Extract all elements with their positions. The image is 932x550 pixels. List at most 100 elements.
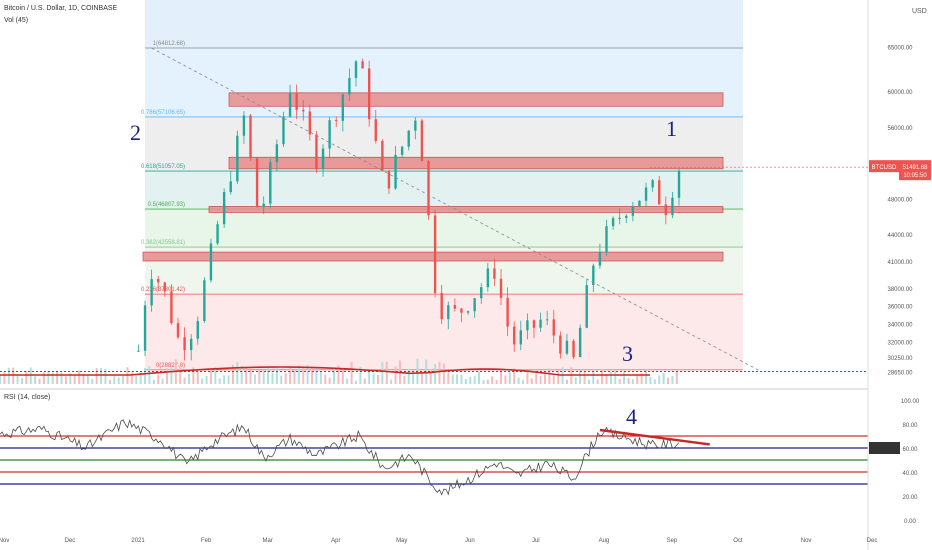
volume-bar	[508, 372, 511, 384]
candle-body	[196, 321, 199, 339]
volume-bar	[649, 376, 652, 384]
volume-bar	[346, 378, 349, 384]
volume-bar	[319, 371, 322, 384]
volume-bar	[95, 368, 98, 384]
volume-bar	[636, 374, 639, 384]
volume-bar	[434, 363, 437, 384]
candle-body	[433, 215, 437, 293]
volume-bar	[187, 373, 190, 384]
volume-bar	[350, 361, 353, 384]
candle-body	[559, 335, 562, 354]
fib-level-label: 0.236(37301.42)	[141, 287, 185, 293]
date-tick-label: Oct	[733, 538, 743, 544]
candle-body	[420, 120, 424, 162]
candle-body	[236, 135, 239, 182]
candle-body	[381, 140, 384, 171]
candle-body	[170, 291, 173, 324]
descending-trendline	[151, 47, 761, 372]
candle-body	[644, 187, 648, 201]
candle-body	[249, 115, 252, 159]
candle-body	[209, 243, 213, 281]
candle-body	[414, 120, 417, 131]
volume-bar	[478, 371, 481, 384]
candle-body	[203, 280, 206, 322]
volume-bar	[500, 369, 503, 384]
volume-bar	[627, 378, 630, 384]
rsi-value-badge	[869, 442, 900, 454]
volume-bar	[196, 372, 199, 384]
volume-bar	[592, 369, 595, 384]
volume-bar	[658, 375, 661, 384]
volume-bar	[631, 379, 634, 384]
volume-bar	[565, 379, 568, 384]
candle-body	[453, 305, 457, 309]
volume-bar	[231, 364, 234, 384]
candle-body	[222, 192, 226, 225]
volume-bar	[469, 377, 472, 384]
volume-bar	[675, 371, 678, 384]
date-tick-label: Sep	[667, 538, 678, 544]
volume-bar	[315, 367, 318, 384]
volume-bar	[601, 369, 604, 384]
candle-body	[473, 298, 476, 312]
volume-bar	[113, 376, 116, 384]
volume-bar	[548, 368, 551, 384]
volume-bar	[280, 375, 283, 384]
volume-bar	[249, 370, 252, 384]
price-tick-label: 48000.00	[887, 197, 913, 203]
candle-body	[176, 323, 180, 338]
volume-bar	[42, 372, 45, 384]
volume-bar	[363, 378, 366, 384]
volume-bar	[403, 376, 406, 384]
rsi-divergence-line	[599, 428, 710, 446]
volume-bar	[0, 374, 1, 384]
volume-bar	[574, 377, 577, 384]
candle-body	[275, 144, 279, 163]
volume-bar	[152, 379, 155, 384]
volume-bar	[302, 366, 305, 384]
candle-body	[585, 285, 588, 328]
volume-bar	[557, 370, 560, 384]
volume-bar	[108, 379, 111, 384]
rsi-line	[0, 418, 680, 496]
candle-body	[354, 61, 358, 78]
fib-band	[145, 294, 743, 370]
volume-bar	[535, 371, 538, 384]
volume-bar	[513, 368, 516, 384]
price-tick-label: 30250.00	[887, 356, 913, 362]
volume-bar	[420, 373, 423, 384]
annotation-3: 3	[622, 341, 633, 366]
fib-band	[145, 209, 743, 248]
volume-bar	[258, 370, 261, 384]
candle-body	[348, 77, 351, 95]
candle-body	[539, 319, 542, 328]
candle-body	[400, 146, 404, 155]
candle-body	[189, 338, 193, 351]
volume-bar	[16, 375, 19, 384]
candle-body	[519, 330, 522, 345]
candle-body	[447, 305, 450, 320]
candle-body	[374, 119, 377, 141]
volume-bar	[447, 372, 450, 384]
volume-bar	[64, 376, 67, 384]
volume-bar	[289, 367, 292, 384]
candle-body	[367, 68, 371, 120]
fib-level-label: 0.5(46807.93)	[148, 202, 185, 208]
date-tick-label: Feb	[201, 538, 212, 544]
volume-bar	[473, 376, 476, 384]
candle-body	[407, 130, 410, 147]
fib-level-label: 0(28827.8)	[156, 363, 185, 369]
candle-body	[572, 340, 575, 358]
volume-bar	[460, 375, 463, 384]
volume-bar	[78, 370, 81, 384]
volume-bar	[583, 371, 586, 384]
date-tick-label: Jul	[532, 538, 540, 544]
resistance-zone	[142, 251, 724, 262]
volume-bar	[543, 372, 546, 384]
candle-body	[460, 308, 463, 313]
candle-body	[440, 292, 443, 320]
volume-bar	[117, 377, 120, 384]
volume-bar	[517, 377, 520, 384]
